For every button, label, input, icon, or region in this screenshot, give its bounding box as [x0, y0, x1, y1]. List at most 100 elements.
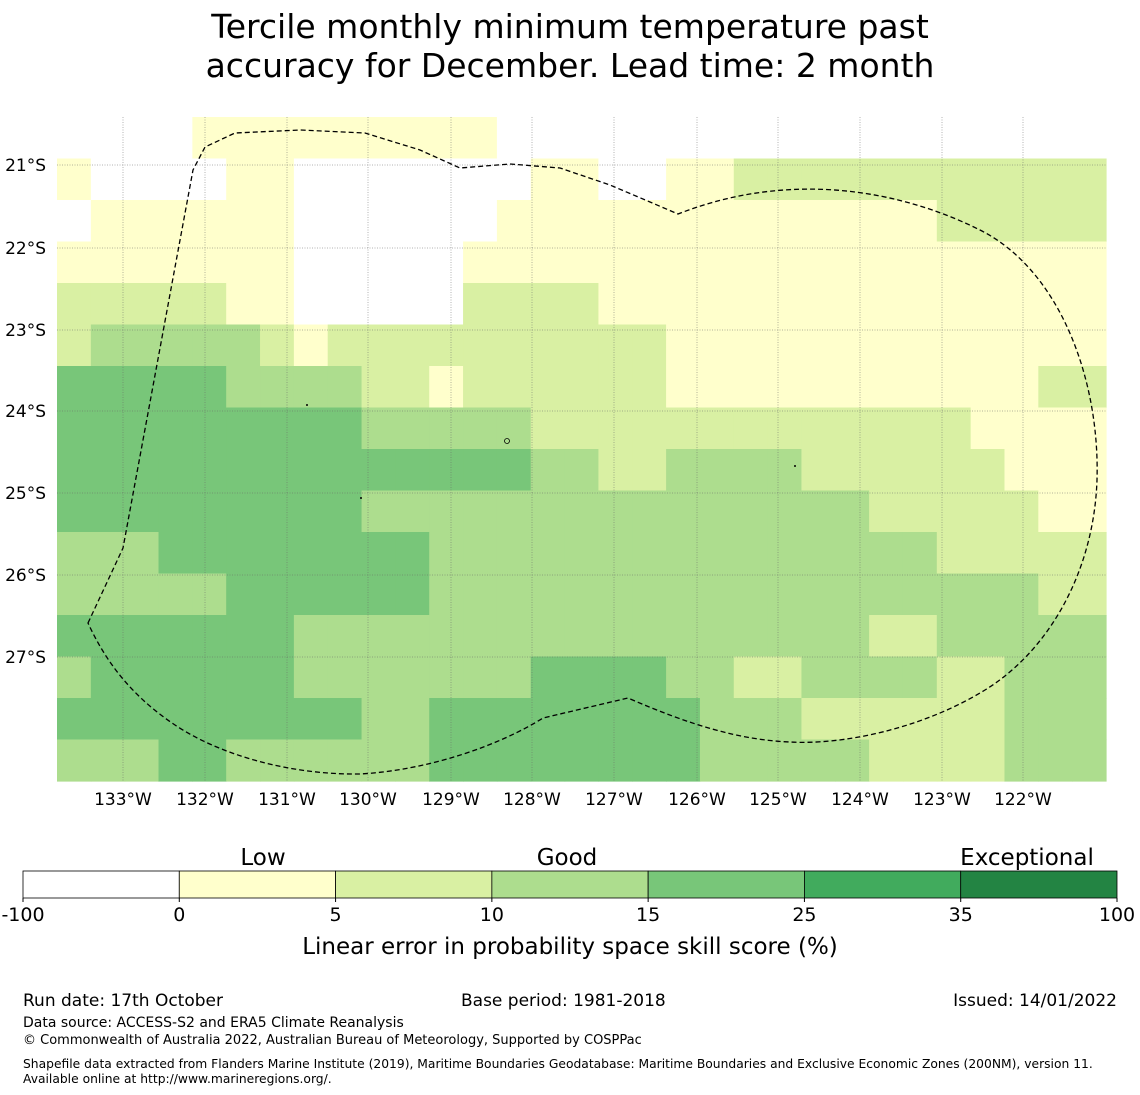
grid-cell: [158, 158, 193, 201]
grid-cell: [936, 698, 972, 741]
run-date: Run date: 17th October: [23, 991, 223, 1011]
grid-cell: [936, 407, 972, 450]
grid-cell: [463, 324, 498, 367]
grid-cell: [598, 698, 633, 741]
grid-cell: [1004, 698, 1039, 741]
grid-cell: [395, 200, 430, 243]
grid-cell: [902, 158, 938, 201]
grid-cell: [260, 449, 295, 492]
grid-cell: [429, 366, 464, 409]
grid-cell: [395, 656, 430, 699]
grid-cell: [192, 324, 227, 367]
grid-cell: [666, 698, 701, 741]
latitude-label: 22°S: [5, 239, 46, 259]
grid-cell: [463, 158, 498, 201]
grid-cell: [1072, 158, 1107, 201]
grid-cell: [327, 490, 363, 533]
grid-cell: [1072, 241, 1107, 284]
grid-cell: [902, 573, 938, 616]
longitude-label: 122°W: [994, 790, 1052, 810]
grid-cell: [429, 698, 464, 741]
grid-cell: [496, 407, 532, 450]
grid-cell: [226, 241, 261, 284]
grid-cell: [260, 615, 295, 658]
grid-cell: [869, 449, 904, 492]
grid-cell: [57, 490, 92, 533]
grid-cell: [327, 656, 363, 699]
grid-cell: [699, 241, 735, 284]
grid-cell: [598, 449, 633, 492]
grid-cell: [124, 324, 160, 367]
grid-cell: [530, 490, 566, 533]
colorbar-segment: [491, 870, 649, 899]
grid-cell: [124, 117, 160, 160]
grid-cell: [767, 366, 803, 409]
island-marker: [360, 497, 362, 499]
grid-cell: [361, 158, 396, 201]
grid-cell: [226, 158, 261, 201]
latitude-label: 23°S: [5, 321, 46, 341]
grid-cell: [158, 490, 193, 533]
grid-cell: [733, 615, 769, 658]
colorbar-tick-label: -100: [1, 904, 44, 926]
grid-cell: [530, 449, 566, 492]
grid-cell: [632, 200, 667, 243]
grid-cell: [158, 407, 193, 450]
grid-cell: [463, 117, 498, 160]
grid-cell: [801, 283, 836, 326]
longitude-label: 127°W: [585, 790, 643, 810]
grid-cell: [767, 241, 803, 284]
grid-cell: [395, 573, 430, 616]
grid-cell: [496, 283, 532, 326]
grid-cell: [869, 656, 904, 699]
grid-cell: [598, 739, 633, 782]
grid-cell: [835, 449, 870, 492]
grid-cell: [1004, 366, 1039, 409]
latitude-label: 24°S: [5, 402, 46, 422]
grid-cell: [699, 532, 735, 575]
grid-cell: [124, 241, 160, 284]
grid-cell: [226, 615, 261, 658]
grid-cell: [970, 407, 1006, 450]
grid-cell: [970, 283, 1006, 326]
grid-cell: [90, 366, 126, 409]
grid-cell: [801, 407, 836, 450]
island-markers: [306, 404, 796, 499]
grid-cell: [429, 200, 464, 243]
grid-cell: [192, 532, 227, 575]
grid-cell: [1004, 200, 1039, 243]
grid-cell: [192, 283, 227, 326]
grid-cell: [564, 615, 600, 658]
grid-cell: [57, 739, 92, 782]
grid-cell: [395, 241, 430, 284]
grid-cell: [158, 449, 193, 492]
grid-cell: [767, 656, 803, 699]
grid-cell: [632, 490, 667, 533]
grid-cell: [936, 449, 972, 492]
grid-cell: [1038, 241, 1073, 284]
grid-cell: [192, 739, 227, 782]
grid-cell: [192, 490, 227, 533]
grid-cell: [293, 573, 329, 616]
colorbar-tick-label: 100: [1099, 904, 1135, 926]
grid-cell: [835, 573, 870, 616]
grid-cell: [124, 366, 160, 409]
grid-cell: [936, 117, 972, 160]
grid-cell: [869, 366, 904, 409]
grid-cell: [429, 656, 464, 699]
grid-cell: [1004, 283, 1039, 326]
latitude-label: 25°S: [5, 484, 46, 504]
grid-cell: [463, 573, 498, 616]
grid-cell: [598, 241, 633, 284]
grid-cell: [632, 532, 667, 575]
map-title-line-2: accuracy for December. Lead time: 2 mont…: [205, 46, 935, 85]
grid-cell: [327, 366, 363, 409]
grid-cell: [158, 366, 193, 409]
grid-cell: [327, 158, 363, 201]
grid-cell: [598, 532, 633, 575]
grid-cell: [733, 324, 769, 367]
grid-cell: [293, 615, 329, 658]
grid-cell: [192, 117, 227, 160]
grid-cell: [361, 449, 396, 492]
